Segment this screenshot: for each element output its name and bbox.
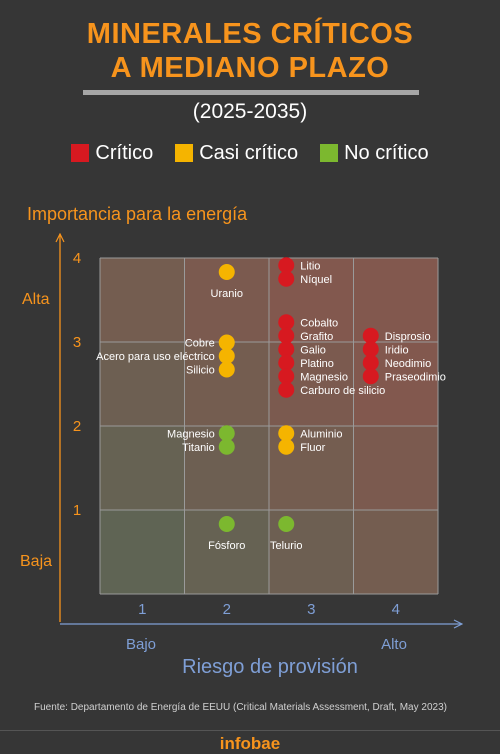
legend-label-casi-critico: Casi crítico xyxy=(199,141,299,164)
grid-cell xyxy=(353,426,438,510)
data-point xyxy=(218,438,235,455)
data-label: Magnesio xyxy=(300,371,348,383)
legend-swatch-casi-critico xyxy=(175,144,194,162)
grid-cell xyxy=(100,510,185,594)
data-label: Titanio xyxy=(182,442,215,454)
data-label: Fluor xyxy=(300,442,325,454)
legend: Crítico Casi crítico No crítico xyxy=(0,140,500,166)
data-point xyxy=(218,264,235,280)
grid-cell xyxy=(353,510,438,594)
data-label: Telurio xyxy=(270,540,302,552)
legend-label-no-critico: No crítico xyxy=(344,141,429,164)
title-line-1: MINERALES CRÍTICOS xyxy=(86,18,414,50)
x-tick-label: 4 xyxy=(392,601,400,618)
x-tick-label: 2 xyxy=(223,601,231,618)
data-point xyxy=(218,516,235,532)
grid-cell xyxy=(100,342,185,426)
data-label: Acero para uso eléctrico xyxy=(96,351,215,363)
legend-item-no-critico: No crítico xyxy=(320,141,429,165)
data-point xyxy=(218,425,235,442)
data-point xyxy=(278,438,295,455)
data-label: Platino xyxy=(300,358,334,370)
data-label: Silicio xyxy=(186,365,215,377)
data-point xyxy=(362,327,379,344)
data-label: Disprosio xyxy=(385,331,431,343)
data-point xyxy=(218,361,235,378)
scatter-chart: Importancia para la energía Riesgo de pr… xyxy=(20,204,500,678)
gridlines xyxy=(99,257,439,595)
data-point xyxy=(278,327,295,344)
x-axis-title: Riesgo de provisión xyxy=(182,656,358,678)
legend-label-critico: Crítico xyxy=(95,141,154,164)
data-point xyxy=(278,314,295,331)
data-label: Aluminio xyxy=(300,428,342,440)
data-label: Carburo de silicio xyxy=(300,385,385,397)
data-label: Galio xyxy=(300,344,326,356)
data-label: Níquel xyxy=(300,274,332,286)
x-range-high-label: Alto xyxy=(381,636,407,653)
x-tick-label: 1 xyxy=(138,601,146,618)
data-point xyxy=(362,341,379,358)
data-label: Litio xyxy=(300,260,320,272)
data-point xyxy=(278,270,295,287)
grid-cell xyxy=(100,258,185,342)
data-label: Magnesio xyxy=(167,428,215,440)
data-point xyxy=(278,257,295,274)
data-label: Praseodimio xyxy=(385,371,446,383)
data-point xyxy=(278,341,295,358)
data-label: Grafito xyxy=(300,331,333,343)
data-point xyxy=(278,354,295,371)
data-label: Cobre xyxy=(185,338,215,350)
legend-swatch-no-critico xyxy=(320,144,339,162)
y-tick-label: 1 xyxy=(73,502,81,519)
y-tick-label: 2 xyxy=(73,418,81,435)
title-line-2: A MEDIANO PLAZO xyxy=(110,52,390,84)
footer-divider xyxy=(0,730,500,731)
grid-cell xyxy=(353,258,438,342)
data-point xyxy=(278,425,295,442)
subtitle: (2025-2035) xyxy=(192,100,308,123)
legend-swatch-critico xyxy=(71,144,90,162)
data-label: Iridio xyxy=(385,344,409,356)
y-range-high-label: Alta xyxy=(22,291,50,308)
data-label: Cobalto xyxy=(300,317,338,329)
y-range-low-label: Baja xyxy=(20,553,52,570)
y-tick-label: 3 xyxy=(73,334,81,351)
y-tick-label: 4 xyxy=(73,250,81,267)
data-point xyxy=(278,516,295,532)
tick-labels: 1 2 3 4 1 2 3 4 xyxy=(73,250,400,618)
title-divider xyxy=(83,90,419,95)
data-label: Neodimio xyxy=(385,358,431,370)
data-point xyxy=(278,381,295,398)
source-note: Fuente: Departamento de Energía de EEUU … xyxy=(34,702,447,713)
grid-cell xyxy=(100,426,185,510)
legend-item-casi-critico: Casi crítico xyxy=(175,142,298,165)
data-point xyxy=(278,368,295,385)
data-label: Fósforo xyxy=(208,540,245,552)
x-tick-label: 3 xyxy=(307,601,315,618)
x-range-low-label: Bajo xyxy=(126,636,156,653)
data-point xyxy=(218,334,235,351)
brand-logo: infobae xyxy=(219,734,281,753)
data-point xyxy=(362,368,379,385)
y-axis-title: Importancia para la energía xyxy=(27,204,248,224)
data-point xyxy=(362,354,379,371)
data-label: Uranio xyxy=(211,288,243,300)
data-point xyxy=(218,348,235,364)
legend-item-critico: Crítico xyxy=(71,142,153,165)
